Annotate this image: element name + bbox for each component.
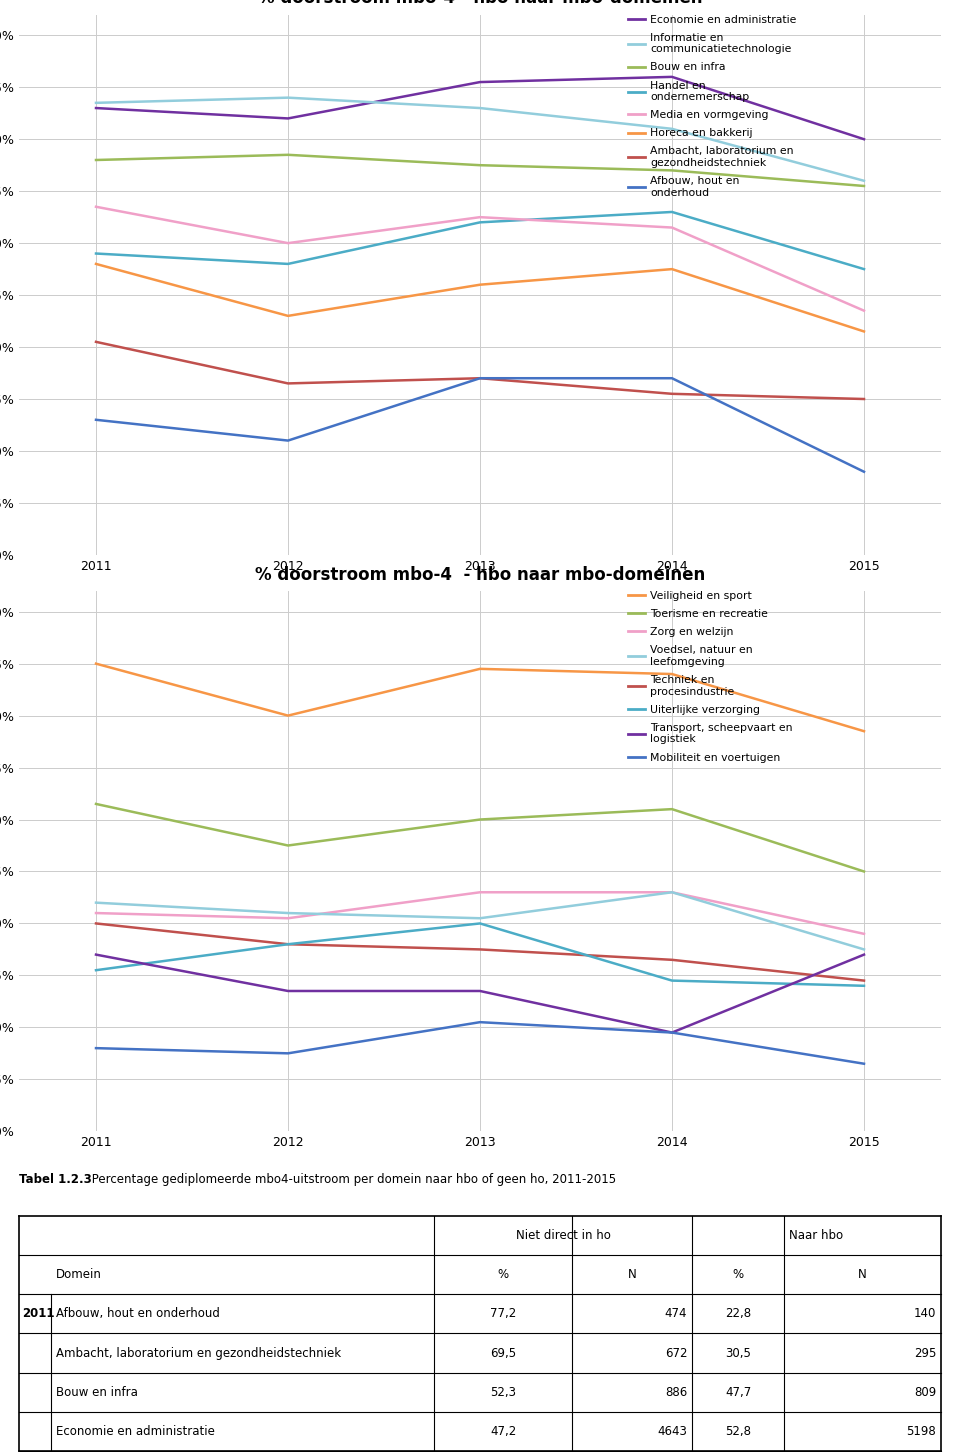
Legend: Veiligheid en sport, Toerisme en recreatie, Zorg en welzijn, Voedsel, natuur en
: Veiligheid en sport, Toerisme en recreat…	[628, 591, 792, 762]
Text: %: %	[732, 1268, 744, 1281]
Text: 5198: 5198	[906, 1424, 936, 1437]
Text: 140: 140	[914, 1307, 936, 1320]
Text: 886: 886	[665, 1385, 687, 1398]
Text: Bouw en infra: Bouw en infra	[56, 1385, 138, 1398]
Legend: Economie en administratie, Informatie en
communicatietechnologie, Bouw en infra,: Economie en administratie, Informatie en…	[628, 15, 796, 197]
Text: Domein: Domein	[56, 1268, 102, 1281]
Text: 4643: 4643	[658, 1424, 687, 1437]
Text: N: N	[858, 1268, 867, 1281]
Text: Niet direct in ho: Niet direct in ho	[516, 1228, 611, 1241]
Text: Ambacht, laboratorium en gezondheidstechniek: Ambacht, laboratorium en gezondheidstech…	[56, 1346, 341, 1359]
Text: 47,2: 47,2	[490, 1424, 516, 1437]
Text: 809: 809	[914, 1385, 936, 1398]
Text: 2011: 2011	[22, 1307, 55, 1320]
Text: 295: 295	[914, 1346, 936, 1359]
Text: 69,5: 69,5	[490, 1346, 516, 1359]
Text: 672: 672	[665, 1346, 687, 1359]
Text: %: %	[497, 1268, 509, 1281]
Text: 52,3: 52,3	[490, 1385, 516, 1398]
Text: Tabel 1.2.3: Tabel 1.2.3	[19, 1173, 92, 1186]
Text: Percentage gediplomeerde mbo4-uitstroom per domein naar hbo of geen ho, 2011-201: Percentage gediplomeerde mbo4-uitstroom …	[88, 1173, 616, 1186]
Text: N: N	[628, 1268, 636, 1281]
Text: Naar hbo: Naar hbo	[789, 1228, 844, 1241]
Text: Economie en administratie: Economie en administratie	[56, 1424, 215, 1437]
Text: 474: 474	[665, 1307, 687, 1320]
Text: 47,7: 47,7	[725, 1385, 751, 1398]
Title: % doorstroom mbo-4  - hbo naar mbo-domeinen: % doorstroom mbo-4 - hbo naar mbo-domein…	[254, 566, 706, 584]
Text: 22,8: 22,8	[725, 1307, 751, 1320]
Text: 52,8: 52,8	[725, 1424, 751, 1437]
Title: % doorstroom mbo-4 - hbo naar mbo-domeinen: % doorstroom mbo-4 - hbo naar mbo-domein…	[257, 0, 703, 7]
Text: Afbouw, hout en onderhoud: Afbouw, hout en onderhoud	[56, 1307, 220, 1320]
Text: 77,2: 77,2	[490, 1307, 516, 1320]
Text: 30,5: 30,5	[725, 1346, 751, 1359]
